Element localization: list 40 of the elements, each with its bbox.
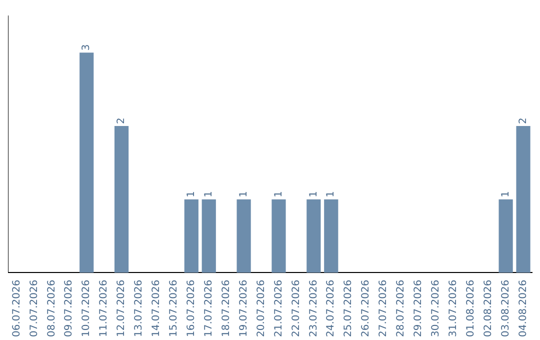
x-tick-label: 11.07.2026 bbox=[98, 280, 110, 338]
x-tick-label: 19.07.2026 bbox=[238, 280, 250, 338]
x-tick-label: 21.07.2026 bbox=[273, 280, 284, 338]
x-tick-label: 06.07.2026 bbox=[11, 280, 22, 338]
x-tick-label: 18.07.2026 bbox=[220, 280, 232, 338]
x-tick-label: 23.07.2026 bbox=[308, 280, 320, 338]
x-tick-label: 22.07.2026 bbox=[290, 280, 302, 338]
x-tick-label: 20.07.2026 bbox=[256, 280, 267, 338]
x-tick-label: 24.07.2026 bbox=[326, 280, 337, 338]
data-label: 2 bbox=[518, 118, 529, 124]
x-tick-label: 29.07.2026 bbox=[413, 280, 424, 338]
data-label: 1 bbox=[500, 191, 512, 198]
data-label: 1 bbox=[326, 191, 337, 198]
x-tick-label: 31.07.2026 bbox=[448, 280, 459, 338]
data-label: 1 bbox=[238, 191, 250, 198]
data-label: 1 bbox=[308, 191, 320, 198]
x-tick-label: 01.08.2026 bbox=[465, 280, 476, 338]
data-label: 1 bbox=[273, 191, 284, 198]
x-tick-label: 17.07.2026 bbox=[203, 280, 214, 338]
data-label: 1 bbox=[203, 191, 214, 198]
x-tick-label: 26.07.2026 bbox=[360, 280, 372, 338]
x-tick-label: 16.07.2026 bbox=[186, 280, 197, 338]
x-tick-label: 03.08.2026 bbox=[500, 280, 512, 338]
x-tick-label: 09.07.2026 bbox=[64, 280, 75, 338]
x-tick-label: 15.07.2026 bbox=[168, 280, 180, 338]
x-tick-label: 02.08.2026 bbox=[482, 280, 494, 338]
x-tick-label: 13.07.2026 bbox=[134, 280, 145, 338]
x-tick-label: 12.07.2026 bbox=[116, 280, 128, 338]
x-tick-label: 25.07.2026 bbox=[343, 280, 354, 338]
x-tick-label: 27.07.2026 bbox=[378, 280, 390, 338]
data-label: 3 bbox=[81, 44, 92, 51]
x-tick-label: 08.07.2026 bbox=[46, 280, 58, 338]
x-tick-label: 10.07.2026 bbox=[81, 280, 92, 338]
x-tick-label: 28.07.2026 bbox=[396, 280, 407, 338]
x-tick-label: 07.07.2026 bbox=[28, 280, 40, 338]
x-tick-label: 14.07.2026 bbox=[151, 280, 162, 338]
x-tick-label: 30.07.2026 bbox=[430, 280, 442, 338]
data-label: 2 bbox=[116, 118, 128, 124]
data-label: 1 bbox=[186, 191, 197, 198]
x-tick-label: 04.08.2026 bbox=[518, 280, 529, 338]
